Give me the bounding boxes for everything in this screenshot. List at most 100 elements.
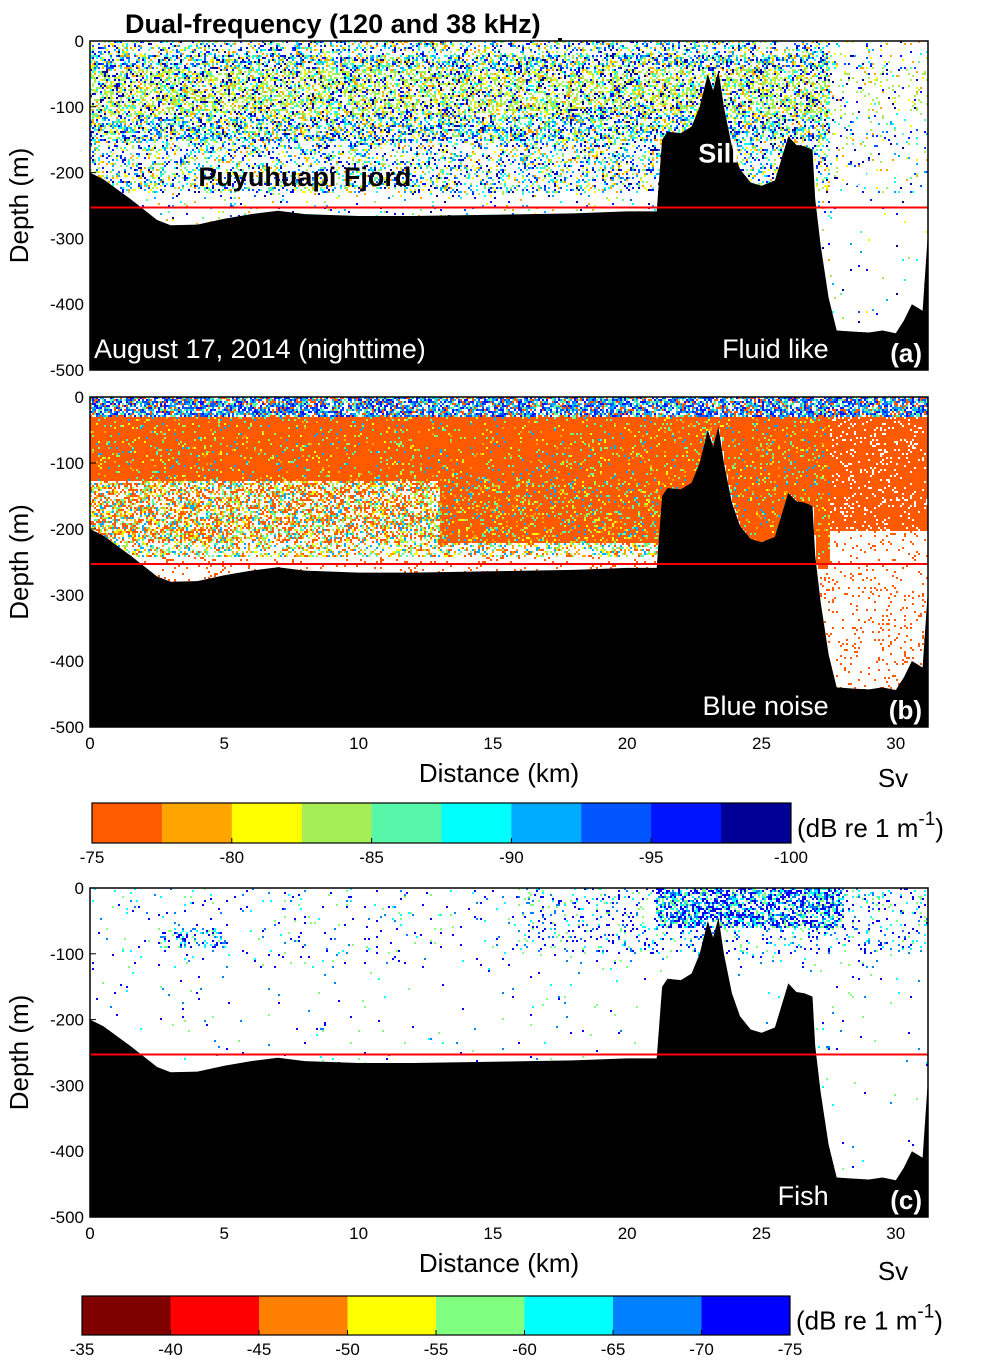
x-axis-label: Distance (km) (419, 758, 579, 788)
plot-area (90, 397, 928, 727)
place-label: Sill (698, 139, 739, 169)
y-tick-label: -400 (50, 652, 84, 671)
colorbar-tick-label: -80 (220, 848, 245, 867)
colorbar-tick-label: -55 (424, 1340, 449, 1359)
unit-superscript: -1 (918, 809, 935, 830)
echo-cells (92, 888, 928, 1170)
panel-letter: (b) (889, 695, 922, 725)
y-tick-label: -200 (50, 1011, 84, 1030)
x-tick-label: 20 (618, 1224, 637, 1243)
colorbar-swatch (581, 803, 652, 843)
y-tick-label: -100 (50, 454, 84, 473)
y-tick-label: -500 (50, 718, 84, 737)
x-tick-label: 15 (483, 1224, 502, 1243)
colorbar-swatch (82, 1296, 171, 1335)
colorbar-tick-label: -100 (774, 848, 808, 867)
colorbar-tick-label: -70 (689, 1340, 714, 1359)
y-tick-label: -400 (50, 1142, 84, 1161)
figure-title: Dual-frequency (120 and 38 kHz) (125, 9, 541, 39)
colorbar-swatch (511, 803, 582, 843)
colorbar-swatch (92, 803, 163, 843)
colorbar-swatch (371, 803, 442, 843)
classification-label: Fish (778, 1181, 829, 1211)
y-tick-label: -300 (50, 1076, 84, 1095)
unit-text: (dB re 1 m (797, 813, 918, 843)
x-tick-label: 30 (886, 1224, 905, 1243)
panel-a: 0 -100 -200 -300 -400 -500 Depth (m) (a) Fluid l… (4, 32, 929, 380)
y-tick-label: -200 (50, 164, 84, 183)
classification-label: Fluid like (722, 334, 829, 364)
colorbar-tick-label: -75 (80, 848, 105, 867)
plot-frame (89, 40, 929, 371)
date-note: August 17, 2014 (nighttime) (94, 334, 426, 364)
colorbar-swatch (524, 1296, 614, 1335)
y-tick-label: 0 (75, 388, 84, 407)
colorbar-tick-label: -75 (778, 1340, 803, 1359)
colorbar-swatch (170, 1296, 260, 1335)
y-tick-label: -100 (50, 945, 84, 964)
unit-text: (dB re 1 m (796, 1306, 917, 1336)
x-tick-label: 5 (220, 734, 229, 753)
colorbar-swatch (721, 803, 792, 843)
x-axis-label: Distance (km) (419, 1248, 579, 1278)
echo-cells (90, 397, 928, 691)
x-tick-label: 0 (85, 734, 94, 753)
x-tick-label: 15 (483, 734, 502, 753)
colorbar-tick-label: -40 (158, 1340, 183, 1359)
colorbar-swatch (259, 1296, 348, 1335)
colorbar-swatch (613, 1296, 702, 1335)
seabed-bathymetry (90, 917, 928, 1217)
plot-frame (89, 887, 929, 1218)
seabed-bathymetry (90, 70, 928, 370)
colorbar-tick-label: -50 (335, 1340, 360, 1359)
colorbar-unit: (dB re 1 m-1) (796, 1302, 943, 1336)
y-axis-label: Depth (m) (4, 995, 34, 1111)
x-tick-label: 0 (85, 1224, 94, 1243)
colorbar-tick-label: -45 (247, 1340, 272, 1359)
colorbar-tick-label: -95 (639, 848, 664, 867)
x-tick-label: 20 (618, 734, 637, 753)
y-axis-label: Depth (m) (4, 504, 34, 620)
echo-cells (90, 41, 928, 323)
colorbar-quantity: Sv (878, 1256, 908, 1286)
classification-label: Blue noise (703, 691, 829, 721)
plot-area (90, 888, 928, 1217)
colorbar-tick-label: -90 (499, 848, 524, 867)
seabed-bathymetry (90, 426, 928, 727)
colorbar-swatch (441, 803, 512, 843)
colorbar-fish: -35 -40 -45 -50 -55 -60 -65 -70 -75 Sv (dB re 1 m-… (70, 1256, 943, 1359)
y-tick-label: -300 (50, 229, 84, 248)
panel-letter: (a) (890, 338, 922, 368)
colorbar-quantity: Sv (878, 763, 908, 793)
y-tick-label: -500 (50, 361, 84, 380)
colorbar-swatch (161, 803, 233, 843)
y-tick-label: -100 (50, 98, 84, 117)
x-tick-label: 25 (752, 1224, 771, 1243)
colorbar-swatch (651, 803, 722, 843)
x-tick-label: 10 (349, 734, 368, 753)
colorbar-swatch (301, 803, 373, 843)
colorbar-swatch (231, 803, 303, 843)
colorbar-unit: (dB re 1 m-1) (797, 809, 944, 843)
unit-close: ) (934, 1306, 943, 1336)
unit-superscript: -1 (917, 1302, 934, 1323)
colorbar-frame (91, 802, 792, 844)
y-tick-label: -500 (50, 1208, 84, 1227)
colorbar-tick-label: -60 (512, 1340, 537, 1359)
panel-letter: (c) (890, 1185, 922, 1215)
x-tick-label: 5 (220, 1224, 229, 1243)
y-tick-label: -300 (50, 586, 84, 605)
colorbar-tick-label: -85 (359, 848, 384, 867)
colorbar-swatch (701, 1296, 791, 1335)
y-tick-label: -400 (50, 295, 84, 314)
y-tick-label: 0 (75, 879, 84, 898)
colorbar-swatch (436, 1296, 525, 1335)
place-label: Puyuhuapi Fjord (198, 162, 411, 192)
y-axis-label: Depth (m) (4, 148, 34, 264)
unit-close: ) (935, 813, 944, 843)
plot-frame (89, 396, 929, 728)
y-tick-label: 0 (75, 32, 84, 51)
